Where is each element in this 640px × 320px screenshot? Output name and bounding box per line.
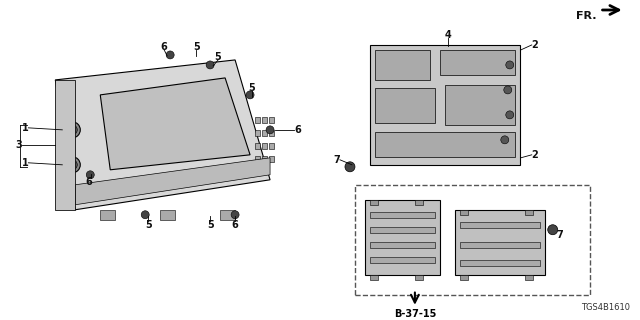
Bar — [255, 130, 260, 136]
Bar — [445, 85, 515, 125]
Bar — [269, 130, 274, 136]
Circle shape — [206, 61, 214, 69]
Text: 3: 3 — [15, 140, 22, 150]
Bar — [415, 275, 423, 280]
Text: 5: 5 — [207, 220, 214, 230]
Polygon shape — [365, 200, 440, 275]
Bar — [262, 130, 267, 136]
Text: FR.: FR. — [576, 11, 596, 21]
Polygon shape — [100, 78, 250, 170]
Text: 2: 2 — [531, 150, 538, 160]
Circle shape — [504, 86, 512, 94]
Bar — [370, 275, 378, 280]
Bar — [370, 200, 378, 205]
Bar — [370, 242, 435, 248]
Polygon shape — [55, 60, 270, 210]
Circle shape — [548, 225, 557, 235]
Text: 4: 4 — [444, 30, 451, 40]
Bar — [255, 143, 260, 149]
Text: 7: 7 — [333, 155, 340, 165]
Circle shape — [67, 125, 77, 135]
Text: 2: 2 — [531, 40, 538, 50]
Polygon shape — [55, 80, 76, 210]
Circle shape — [64, 122, 80, 138]
Bar — [460, 260, 540, 266]
Circle shape — [506, 111, 514, 119]
Circle shape — [506, 61, 514, 69]
Bar — [255, 156, 260, 162]
Bar — [460, 275, 468, 280]
Text: 1: 1 — [22, 123, 29, 133]
Circle shape — [266, 126, 274, 134]
Bar — [440, 50, 515, 75]
Bar — [262, 117, 267, 123]
Text: 6: 6 — [232, 220, 239, 230]
Bar — [262, 156, 267, 162]
Bar — [375, 88, 435, 123]
Bar — [269, 156, 274, 162]
Bar — [415, 200, 423, 205]
Bar — [460, 210, 468, 215]
Polygon shape — [370, 45, 520, 165]
Text: 7: 7 — [556, 230, 563, 240]
Bar — [370, 257, 435, 263]
Circle shape — [141, 211, 149, 219]
Bar — [525, 210, 532, 215]
Circle shape — [67, 160, 77, 170]
Text: 5: 5 — [249, 83, 255, 93]
Text: 5: 5 — [193, 42, 200, 52]
Bar — [370, 212, 435, 218]
Bar — [375, 50, 430, 80]
Circle shape — [166, 51, 174, 59]
Bar — [525, 275, 532, 280]
Bar — [255, 117, 260, 123]
Circle shape — [64, 157, 80, 173]
Bar — [220, 210, 235, 220]
Circle shape — [86, 171, 94, 179]
Bar — [100, 210, 115, 220]
Circle shape — [231, 211, 239, 219]
Bar — [355, 185, 589, 295]
Text: 1: 1 — [22, 158, 29, 168]
Polygon shape — [455, 210, 545, 275]
Circle shape — [500, 136, 509, 144]
Bar — [370, 227, 435, 233]
Bar — [160, 210, 175, 220]
Polygon shape — [76, 158, 270, 205]
Text: B-37-15: B-37-15 — [394, 308, 436, 319]
Text: TGS4B1610: TGS4B1610 — [580, 303, 630, 312]
Circle shape — [345, 162, 355, 172]
Bar — [269, 143, 274, 149]
Bar — [375, 132, 515, 157]
Bar — [269, 117, 274, 123]
Bar — [262, 143, 267, 149]
Circle shape — [246, 91, 254, 99]
Text: 5: 5 — [215, 52, 221, 62]
Text: 6: 6 — [85, 177, 92, 187]
Bar — [460, 222, 540, 228]
Text: 6: 6 — [294, 125, 301, 135]
Text: 6: 6 — [161, 42, 168, 52]
Bar — [460, 242, 540, 248]
Text: 5: 5 — [145, 220, 152, 230]
